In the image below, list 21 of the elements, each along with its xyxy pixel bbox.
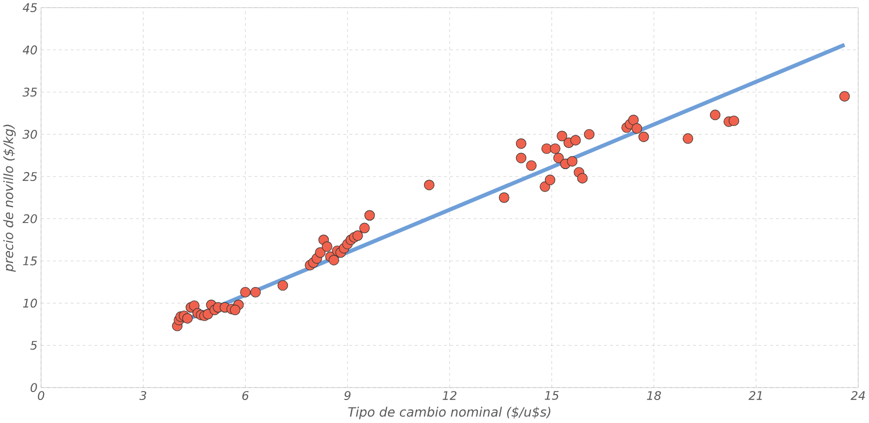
x-axis-title: Tipo de cambio nominal ($/u$s) — [348, 407, 550, 420]
x-tick-label: 18 — [646, 391, 661, 400]
y-tick-label: 25 — [22, 172, 37, 182]
x-tick-label: 12 — [442, 391, 456, 400]
y-tick-label: 20 — [22, 214, 37, 224]
y-tick-label: 15 — [23, 256, 37, 266]
y-tick-label: 10 — [23, 298, 37, 308]
x-tick-label: 6 — [242, 391, 249, 400]
y-tick-label: 40 — [22, 46, 37, 55]
x-tick-label: 3 — [139, 391, 146, 400]
x-tick-label: 15 — [544, 391, 559, 400]
x-tick-label: 24 — [850, 391, 865, 400]
x-tick-label: 21 — [748, 391, 762, 400]
y-tick-label: 30 — [22, 130, 37, 140]
x-tick-label: 0 — [38, 391, 44, 400]
y-tick-label: 0 — [30, 383, 37, 392]
y-tick-label: 35 — [22, 88, 37, 97]
y-tick-label: 45 — [22, 4, 37, 12]
y-tick-label: 5 — [30, 341, 37, 350]
x-tick-label: 9 — [344, 391, 351, 400]
y-axis-title: precio de novillo ($/kg) — [3, 124, 16, 272]
